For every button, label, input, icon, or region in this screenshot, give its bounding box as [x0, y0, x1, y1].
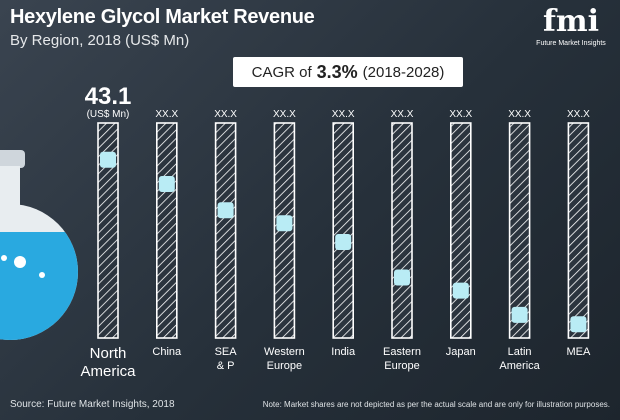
bar-track-china: [156, 122, 178, 339]
category-label-western-europe-line2: Europe: [267, 360, 302, 372]
value-label-latin-america: XX.X: [508, 109, 531, 120]
cagr-prefix: CAGR of: [251, 63, 312, 81]
category-label-mea: MEA: [566, 346, 591, 358]
value-label-china: XX.X: [155, 109, 178, 120]
cagr-period: (2018-2028): [362, 63, 445, 81]
category-label-eastern-europe-line2: Europe: [384, 360, 419, 372]
category-label-china: China: [152, 346, 182, 358]
value-label-western-europe: XX.X: [273, 109, 296, 120]
bar-track-mea: [567, 122, 590, 339]
chart-title: Hexylene Glycol Market Revenue: [10, 6, 315, 28]
category-label-sea-p-line1: SEA: [215, 346, 238, 358]
value-label-india: XX.X: [332, 109, 355, 120]
category-label-latin-america-line1: Latin: [508, 346, 532, 358]
bar-marker-india: [335, 233, 352, 250]
category-label-japan: Japan: [446, 346, 476, 358]
scale-note: Note: Market shares are not depicted as …: [262, 400, 610, 409]
chart-subtitle: By Region, 2018 (US$ Mn): [10, 32, 190, 49]
cagr-badge: CAGR of 3.3% (2018-2028): [233, 57, 463, 87]
category-label-india: India: [331, 346, 356, 358]
category-label-latin-america-line2: America: [499, 360, 540, 372]
value-label-sea-p: XX.X: [214, 109, 237, 120]
bar-marker-japan: [452, 282, 469, 299]
bar-marker-sea-p: [217, 202, 234, 219]
category-label-north-america-line1: North: [90, 345, 127, 362]
category-label-north-america-line2: America: [80, 363, 136, 380]
bar-marker-latin-america: [511, 306, 528, 323]
bar-marker-western-europe: [276, 215, 293, 232]
value-label-japan: XX.X: [449, 109, 472, 120]
category-label-eastern-europe-line1: Eastern: [383, 346, 421, 358]
logo-mark: fmi: [542, 4, 600, 39]
bar-track-japan: [449, 122, 472, 339]
bar-marker-eastern-europe: [394, 269, 410, 286]
value-label-eastern-europe: XX.X: [391, 109, 414, 120]
bar-marker-north-america: [100, 151, 116, 168]
flask-illustration: [0, 150, 78, 340]
bar-track-latin-america: [508, 122, 531, 339]
cagr-value: 3.3%: [316, 61, 358, 82]
category-label-western-europe-line1: Western: [264, 346, 305, 358]
bar-marker-mea: [570, 316, 587, 333]
bar-track-eastern-europe: [391, 122, 413, 339]
bar-track-india: [332, 122, 355, 339]
bar-marker-china: [158, 176, 175, 193]
source-note: Source: Future Market Insights, 2018: [10, 399, 175, 410]
category-label-sea-p-line2: & P: [217, 360, 235, 372]
bar-track-north-america: [97, 122, 119, 339]
value-label-north-america: 43.1: [85, 83, 132, 110]
bar-track-sea-p: [214, 122, 237, 339]
fmi-logo: fmi Future Market Insights: [528, 6, 614, 56]
value-label-mea: XX.X: [567, 109, 590, 120]
logo-name: Future Market Insights: [536, 40, 606, 47]
unit-label: (US$ Mn): [87, 109, 130, 120]
